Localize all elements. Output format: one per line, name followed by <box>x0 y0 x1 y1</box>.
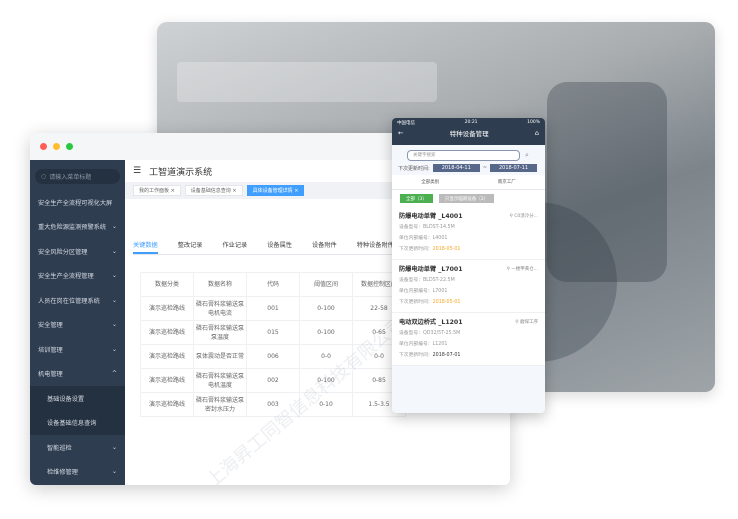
table-cell: 泵体震动是否正常 <box>193 344 247 369</box>
table-cell: 002 <box>246 368 300 393</box>
table-cell: 006 <box>246 344 300 369</box>
chevron-down-icon: ⌄ <box>111 321 117 329</box>
search-icon[interactable]: ⌕ <box>525 151 529 159</box>
home-icon[interactable]: ⌂ <box>534 129 539 137</box>
table-row: 演示巡检路线 磷石膏料浆输送泵泵温度 015 0-100 0-65 <box>140 320 406 345</box>
equipment-card[interactable]: 防爆电动单臂 _L7001 ⚲ 一楼甲黄仓... 设备型号：BLDST-22.5M 单… <box>392 260 545 313</box>
equipment-card[interactable]: 电动双边桥式 _L1201 ⚲ 磨煤工序 设备型号：QD32/5T-25.5M 单位内… <box>392 313 545 366</box>
table-cell: 演示巡检路线 <box>140 296 194 321</box>
table-cell: 0-10 <box>299 392 353 417</box>
column-header: 数据分类 <box>140 272 194 297</box>
date-from[interactable]: 2018-04-11 <box>432 164 480 172</box>
chevron-down-icon: ⌄ <box>111 296 117 304</box>
chevron-down-icon: ⌄ <box>111 223 117 231</box>
column-header: 代码 <box>246 272 300 297</box>
tab[interactable]: 特种设备附件 <box>356 242 394 249</box>
near-expiry-button[interactable]: 只显示临期设备（2） <box>438 194 495 203</box>
tab[interactable]: 设备属性 <box>267 242 292 249</box>
chevron-down-icon: ⌄ <box>111 272 117 280</box>
factory-filter[interactable]: 南京工厂 <box>497 180 516 185</box>
tab-bar: 关键数据 整改记录 作业记录 设备属性 设备附件 特种设备附件 <box>133 240 510 255</box>
location-pin-icon: ⚲ <box>515 320 519 325</box>
sidebar-subitem[interactable]: 检维修管理 ⌄ <box>47 468 117 477</box>
maximize-button[interactable] <box>66 143 73 150</box>
key-data-table: 数据分类 数据名称 代码 阈值区间 数据控制区间 演示巡检路线 磷石膏料浆输送泵电机电流 00… <box>140 272 406 417</box>
chevron-down-icon: ⌄ <box>111 345 117 353</box>
chevron-up-icon: ^ <box>111 370 117 378</box>
table-cell: 001 <box>246 296 300 321</box>
sidebar: ○ 请输入菜单标题 安全生产全流程可视化大屏 重大危险源监测预警系统 ⌄ 安全风险分区管… <box>30 160 125 485</box>
table-cell: 磷石膏料浆输送泵泵温度 <box>193 320 247 345</box>
table-row: 演示巡检路线 磷石膏料浆输送泵密封水压力 003 0-10 1.5-3.5 <box>140 392 406 417</box>
table-cell: 0-100 <box>299 296 353 321</box>
table-row: 演示巡检路线 磷石膏料浆输送泵电机电流 001 0-100 22-58 <box>140 296 406 321</box>
all-button[interactable]: 全部（3） <box>400 194 433 203</box>
chevron-down-icon: ⌄ <box>111 247 117 255</box>
column-header: 数据名称 <box>193 272 247 297</box>
tab[interactable]: 整改记录 <box>177 242 203 249</box>
date-to[interactable]: 2018-07-11 <box>489 164 538 172</box>
table-cell: 演示巡检路线 <box>140 368 194 393</box>
sidebar-item[interactable]: 重大危险源监测预警系统 ⌄ <box>38 223 117 232</box>
table-cell: 003 <box>246 392 300 417</box>
table-cell: 演示巡检路线 <box>140 344 194 369</box>
table-row: 演示巡检路线 泵体震动是否正常 006 0-0 0-0 <box>140 344 406 369</box>
search-icon: ○ <box>41 173 47 180</box>
page-title: 工智道演示系统 <box>149 167 213 178</box>
chevron-down-icon: ⌄ <box>111 468 117 476</box>
sidebar-item[interactable]: 人员在岗在位管理系统 ⌄ <box>38 296 117 305</box>
table-cell: 磷石膏料浆输送泵密封水压力 <box>193 392 247 417</box>
minimize-button[interactable] <box>53 143 60 150</box>
status-bar: 中国电信 20:21 100% <box>397 120 540 126</box>
table-cell: 演示巡检路线 <box>140 320 194 345</box>
mobile-search-input[interactable]: 关键字搜索 <box>407 150 520 161</box>
table-cell: 0-100 <box>299 368 353 393</box>
table-cell: 磷石膏料浆输送泵电机电流 <box>193 296 247 321</box>
table-cell: 0-0 <box>299 344 353 369</box>
sidebar-subitem[interactable]: 基础设备设置 <box>30 386 125 411</box>
menu-search-input[interactable]: ○ 请输入菜单标题 <box>35 169 120 184</box>
category-filter[interactable]: 全部类别 <box>421 180 440 185</box>
sidebar-item[interactable]: 安全管理 ⌄ <box>38 321 117 330</box>
sidebar-item[interactable]: 安全生产全流程管理 ⌄ <box>38 272 117 281</box>
table-cell: 磷石膏料浆输送泵电机温度 <box>193 368 247 393</box>
mobile-title: 特种设备管理 <box>449 130 489 138</box>
mobile-screen: 中国电信 20:21 100% ← 特种设备管理 ⌂ 关键字搜索 ⌕ 下次更新时间: 201… <box>392 118 545 413</box>
menu-toggle-icon[interactable]: ☰ <box>133 166 142 176</box>
tag[interactable]: 我的工作面板 × <box>133 185 181 196</box>
tag[interactable]: 具体设备管理详情 × <box>246 185 305 196</box>
close-button[interactable] <box>40 143 47 150</box>
tab[interactable]: 关键数据 <box>133 240 158 254</box>
tag[interactable]: 设备基础信息查询 × <box>184 185 243 196</box>
location-pin-icon: ⚲ <box>509 214 513 219</box>
chevron-down-icon: ⌄ <box>111 443 117 451</box>
table-row: 演示巡检路线 磷石膏料浆输送泵电机温度 002 0-100 0-85 <box>140 368 406 393</box>
tab[interactable]: 作业记录 <box>222 242 248 249</box>
sidebar-item[interactable]: 安全风险分区管理 ⌄ <box>38 247 117 256</box>
table-cell: 演示巡检路线 <box>140 392 194 417</box>
sidebar-item[interactable]: 培训管理 ⌄ <box>38 345 117 354</box>
sidebar-item[interactable]: 安全生产全流程可视化大屏 <box>38 199 113 207</box>
tab[interactable]: 设备附件 <box>312 242 337 249</box>
sidebar-subitem[interactable]: 智能巡检 ⌄ <box>47 443 117 452</box>
sidebar-item[interactable]: 机电管理 ^ <box>38 370 117 379</box>
equipment-card[interactable]: 防爆电动单臂 _L4001 ⚲ C0渍冷分... 设备型号：BLDST-14.5M 单… <box>392 207 545 260</box>
column-header: 阈值区间 <box>299 272 353 297</box>
location-pin-icon: ⚲ <box>506 267 510 272</box>
table-cell: 0-100 <box>299 320 353 345</box>
sidebar-subitem[interactable]: 设备基础信息查询 <box>30 410 125 435</box>
table-cell: 015 <box>246 320 300 345</box>
back-icon[interactable]: ← <box>398 129 404 137</box>
